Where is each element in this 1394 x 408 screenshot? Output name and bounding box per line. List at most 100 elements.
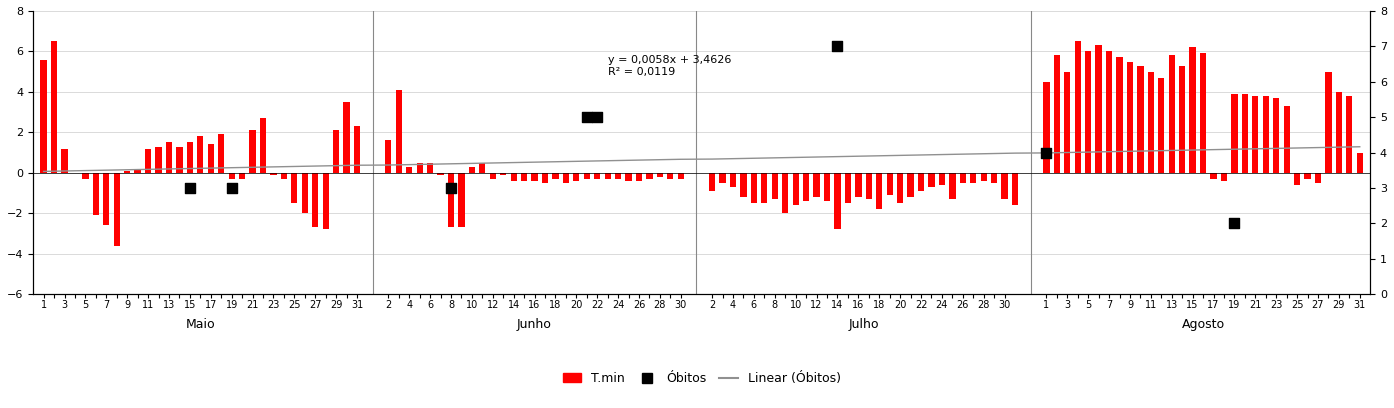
Bar	[1242, 94, 1248, 173]
Bar	[657, 173, 664, 177]
Bar	[385, 140, 392, 173]
Bar	[1075, 41, 1080, 173]
Bar	[1189, 47, 1196, 173]
Bar	[510, 173, 517, 181]
Bar	[197, 136, 204, 173]
Text: Agosto: Agosto	[1182, 319, 1225, 331]
Bar	[500, 173, 506, 175]
Bar	[1001, 173, 1008, 199]
Bar	[250, 130, 255, 173]
Bar	[489, 173, 496, 179]
Bar	[845, 173, 852, 203]
Bar	[468, 167, 475, 173]
Bar	[980, 173, 987, 181]
Bar	[40, 60, 47, 173]
Bar	[563, 173, 569, 183]
Point	[1224, 220, 1246, 227]
Bar	[856, 173, 861, 197]
Bar	[647, 173, 652, 179]
Bar	[322, 173, 329, 229]
Bar	[531, 173, 538, 181]
Bar	[1085, 51, 1092, 173]
Bar	[238, 173, 245, 179]
Bar	[1335, 92, 1342, 173]
Bar	[270, 173, 276, 175]
Bar	[835, 173, 841, 229]
Bar	[208, 144, 213, 173]
Bar	[1138, 66, 1143, 173]
Bar	[1117, 58, 1122, 173]
Text: y = 0,0058x + 3,4626
R² = 0,0119: y = 0,0058x + 3,4626 R² = 0,0119	[608, 55, 730, 77]
Bar	[542, 173, 548, 183]
Bar	[354, 126, 360, 173]
Bar	[710, 173, 715, 191]
Bar	[217, 134, 224, 173]
Bar	[1043, 82, 1050, 173]
Bar	[406, 167, 413, 173]
Bar	[1105, 51, 1112, 173]
Bar	[113, 173, 120, 246]
Bar	[1054, 55, 1059, 173]
Bar	[1012, 173, 1018, 205]
Bar	[970, 173, 976, 183]
Bar	[301, 173, 308, 213]
Point	[178, 185, 201, 191]
Bar	[1326, 72, 1331, 173]
Bar	[803, 173, 810, 201]
Bar	[615, 173, 622, 179]
Bar	[291, 173, 297, 203]
Bar	[959, 173, 966, 183]
Bar	[761, 173, 768, 203]
Bar	[584, 173, 590, 179]
Bar	[166, 142, 171, 173]
Bar	[438, 173, 443, 175]
Point	[585, 114, 608, 120]
Bar	[1210, 173, 1217, 179]
Bar	[1126, 62, 1133, 173]
Bar	[907, 173, 913, 197]
Bar	[521, 173, 527, 181]
Bar	[1221, 173, 1227, 181]
Bar	[552, 173, 559, 179]
Bar	[772, 173, 778, 199]
Bar	[636, 173, 643, 181]
Bar	[991, 173, 997, 183]
Bar	[917, 173, 924, 191]
Bar	[1273, 98, 1280, 173]
Bar	[793, 173, 799, 205]
Bar	[1294, 173, 1301, 185]
Bar	[259, 118, 266, 173]
Bar	[333, 130, 339, 173]
Bar	[1305, 173, 1310, 179]
Bar	[1356, 153, 1363, 173]
Bar	[626, 173, 631, 181]
Bar	[187, 142, 192, 173]
Text: Maio: Maio	[185, 319, 215, 331]
Bar	[280, 173, 287, 179]
Bar	[896, 173, 903, 203]
Bar	[82, 173, 89, 179]
Bar	[480, 163, 485, 173]
Point	[220, 185, 243, 191]
Bar	[938, 173, 945, 185]
Bar	[573, 173, 580, 181]
Bar	[782, 173, 789, 213]
Bar	[417, 163, 422, 173]
Bar	[52, 41, 57, 173]
Bar	[312, 173, 318, 227]
Bar	[1263, 96, 1269, 173]
Bar	[1179, 66, 1185, 173]
Bar	[751, 173, 757, 203]
Bar	[1200, 53, 1206, 173]
Bar	[1315, 173, 1322, 183]
Bar	[103, 173, 109, 225]
Bar	[145, 149, 151, 173]
Bar	[730, 173, 736, 187]
Bar	[447, 173, 454, 227]
Bar	[396, 90, 401, 173]
Bar	[877, 173, 882, 209]
Bar	[1231, 94, 1238, 173]
Bar	[668, 173, 673, 179]
Bar	[61, 149, 68, 173]
Bar	[427, 163, 434, 173]
